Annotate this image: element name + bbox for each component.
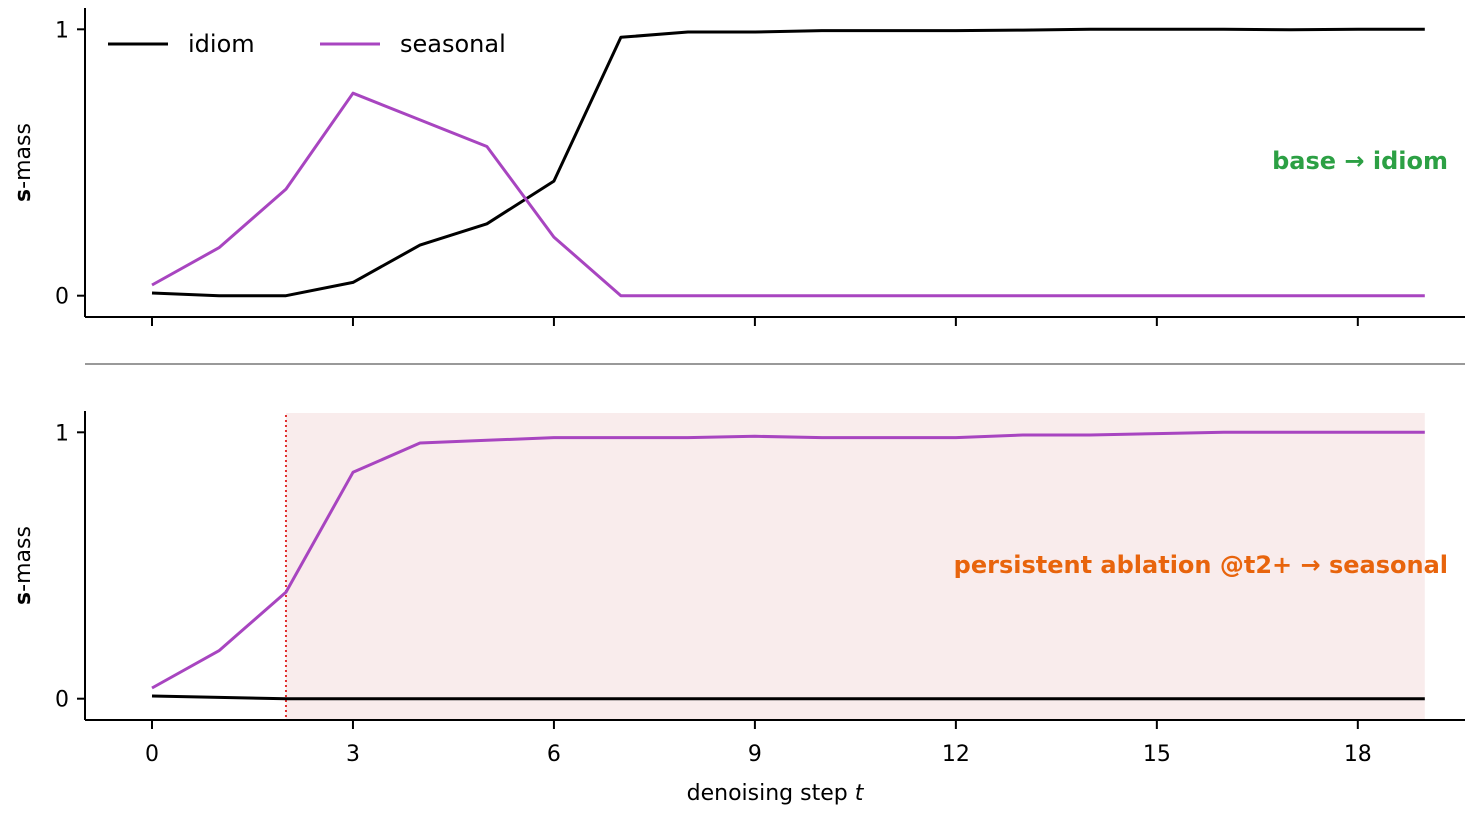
y-axis-label-rest: -mass: [11, 526, 36, 592]
x-axis-label-text: denoising step: [687, 781, 855, 806]
x-tick-label: 0: [145, 742, 159, 767]
x-tick-label: 9: [748, 742, 762, 767]
x-tick-label: 18: [1344, 742, 1372, 767]
bottom-panel: 0 1 0 3 6 9 12 15 18 s-mass denoising step t persis…: [11, 411, 1465, 806]
y-axis-label: s-mass: [11, 123, 36, 202]
x-axis-label: denoising step t: [687, 781, 865, 806]
x-tick-label: 6: [547, 742, 561, 767]
x-tick-label: 12: [942, 742, 970, 767]
series-line-seasonal: [151, 430, 1425, 690]
y-tick-label: 0: [55, 285, 69, 310]
legend: idiom seasonal: [108, 30, 506, 58]
y-axis-label-rest: -mass: [11, 123, 36, 189]
series-line-idiom: [151, 694, 1425, 701]
top-panel: 0 1 s-mass base → idiom idiom seasonal: [11, 8, 1465, 326]
y-axis-label-bold: s: [11, 189, 36, 202]
y-tick-label: 0: [55, 688, 69, 713]
series-line-idiom: [151, 27, 1425, 298]
y-axis-label-bold: s: [11, 592, 36, 605]
annotation-label: persistent ablation @t2+ → seasonal: [954, 551, 1448, 579]
legend-label-idiom: idiom: [188, 30, 255, 58]
legend-label-seasonal: seasonal: [400, 30, 506, 58]
x-axis-label-var: t: [855, 781, 865, 806]
annotation-label: base → idiom: [1272, 147, 1448, 175]
y-tick-label: 1: [55, 421, 69, 446]
ablation-shaded-region: [285, 413, 1425, 720]
y-tick-label: 1: [55, 18, 69, 43]
series-line-seasonal: [151, 91, 1425, 298]
x-tick-label: 15: [1143, 742, 1171, 767]
x-tick-label: 3: [346, 742, 360, 767]
y-axis-label: s-mass: [11, 526, 36, 605]
